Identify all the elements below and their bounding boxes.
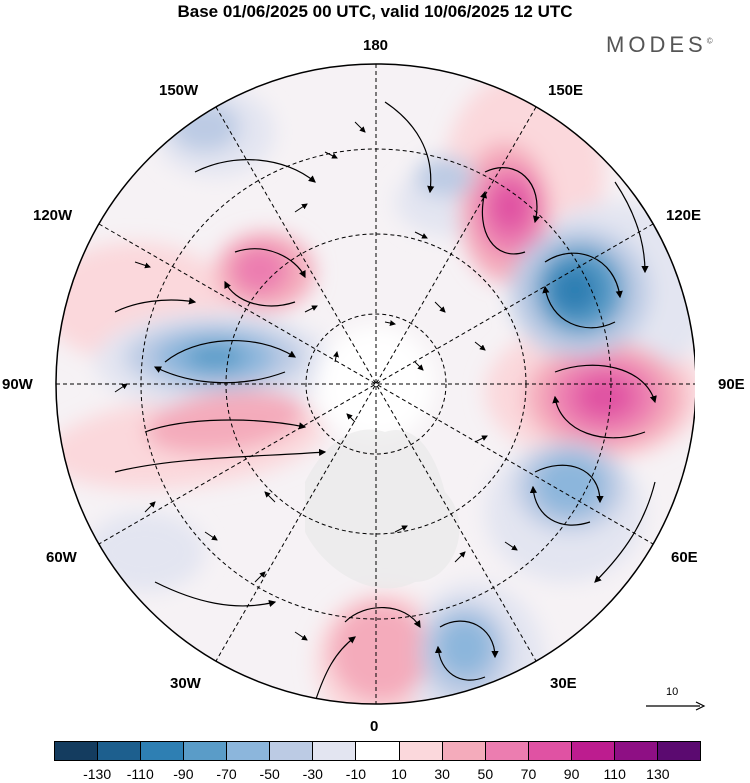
colorbar-segment: [399, 742, 443, 760]
colorbar-segment: [528, 742, 572, 760]
colorbar-tick-label: -30: [302, 766, 323, 782]
lon-label-0: 0: [370, 718, 379, 735]
colorbar-segment: [356, 742, 400, 760]
brand-mark: ©: [706, 36, 713, 46]
lon-label-60w: 60W: [46, 549, 77, 566]
lon-label-90e: 90E: [718, 376, 745, 393]
lon-label-150e: 150E: [548, 82, 584, 99]
colorbar-tick-label: -10: [345, 766, 367, 782]
colorbar-segment: [657, 742, 700, 760]
colorbar-segment: [55, 742, 99, 760]
polar-map: [55, 63, 695, 705]
colorbar-tick-label: 30: [434, 766, 450, 782]
reference-vector: 10: [646, 686, 706, 714]
graticule: [56, 64, 695, 704]
lon-label-120e: 120E: [666, 207, 702, 224]
colorbar-tick-label: 130: [646, 766, 670, 782]
brand-logo: MODES©: [606, 32, 713, 58]
reference-arrow-icon: [646, 701, 706, 711]
colorbar-segment: [614, 742, 658, 760]
lon-label-180: 180: [363, 37, 389, 54]
map-boundary: [55, 63, 695, 705]
colorbar-segment: [571, 742, 615, 760]
lon-label-60e: 60E: [671, 549, 698, 566]
colorbar-segment: [141, 742, 185, 760]
colorbar-tick-label: 50: [477, 766, 494, 782]
colorbar-segment: [442, 742, 486, 760]
colorbar-tick-label: 70: [520, 766, 537, 782]
lon-label-150w: 150W: [159, 82, 199, 99]
lon-label-30e: 30E: [550, 675, 577, 692]
colorbar-segment: [184, 742, 228, 760]
colorbar-segment: [485, 742, 529, 760]
colorbar-tick-label: 110: [603, 766, 626, 782]
colorbar: [54, 741, 701, 761]
wind-streamlines: [114, 101, 657, 703]
reference-vector-label: 10: [666, 686, 679, 698]
colorbar-segment: [98, 742, 142, 760]
colorbar-tick-label: -50: [259, 766, 280, 782]
colorbar-tick-label: -70: [216, 766, 237, 782]
lon-label-90w: 90W: [2, 376, 33, 393]
lon-label-30w: 30W: [170, 675, 201, 692]
colorbar-tick-label: -130: [83, 766, 112, 782]
brand-name: MODES: [606, 32, 707, 57]
colorbar-ticks: -130 -110 -90 -70 -50 -30 -10 10 30 50 70 90 110 130: [54, 766, 701, 782]
colorbar-tick-label: 90: [563, 766, 580, 782]
colorbar-segment: [270, 742, 314, 760]
colorbar-tick-label: 10: [391, 766, 407, 782]
colorbar-tick-label: -110: [126, 766, 154, 782]
anomaly-field: [56, 64, 695, 704]
colorbar-segment: [227, 742, 271, 760]
map-title: Base 01/06/2025 00 UTC, valid 10/06/2025…: [177, 2, 573, 21]
colorbar-segment: [313, 742, 357, 760]
lon-label-120w: 120W: [33, 207, 73, 224]
colorbar-tick-label: -90: [173, 766, 194, 782]
